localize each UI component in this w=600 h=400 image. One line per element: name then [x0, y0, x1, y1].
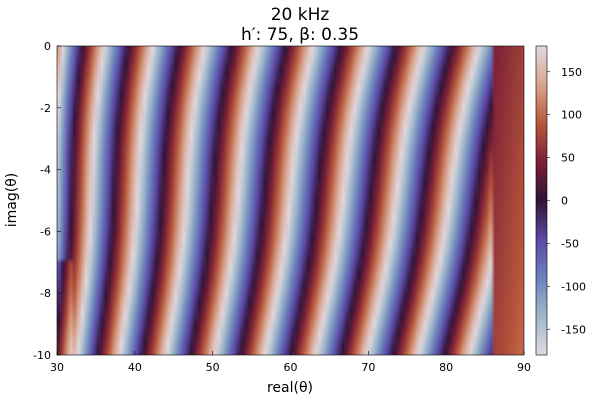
- colorbar-tick-label: -50: [561, 237, 579, 250]
- y-tick-label: -2: [40, 102, 51, 115]
- chart-title: 20 kHz: [271, 5, 330, 25]
- y-tick-label: 0: [44, 40, 51, 53]
- colorbar-tick-label: 50: [561, 152, 575, 165]
- colorbar-tick-label: 150: [561, 66, 582, 79]
- x-tick-label: 50: [206, 361, 220, 374]
- y-tick-label: -10: [33, 349, 51, 362]
- chart-subtitle: h′: 75, β: 0.35: [241, 25, 359, 45]
- x-tick-label: 70: [361, 361, 375, 374]
- y-tick-label: -6: [40, 225, 51, 238]
- colorbar: 150 100 50 0 -50 -100 -150: [535, 45, 586, 356]
- x-tick-label: 40: [128, 361, 142, 374]
- x-tick-label: 60: [284, 361, 298, 374]
- plot-area: [56, 45, 525, 356]
- colorbar-gradient: [536, 46, 547, 355]
- x-axis: 30 40 50 60 70 80 90: [50, 351, 531, 374]
- colorbar-tick-label: -100: [561, 280, 586, 293]
- x-tick-label: 80: [439, 361, 453, 374]
- colorbar-tick-label: 100: [561, 109, 582, 122]
- x-tick-label: 30: [50, 361, 64, 374]
- y-tick-label: -8: [40, 287, 51, 300]
- heatmap-image: [57, 46, 524, 355]
- x-axis-label: real(θ): [267, 380, 313, 396]
- colorbar-tick-label: -150: [561, 323, 586, 336]
- y-tick-label: -4: [40, 164, 51, 177]
- colorbar-ticks: 150 100 50 0 -50 -100 -150: [547, 66, 586, 336]
- x-tick-label: 90: [517, 361, 531, 374]
- y-axis: 0 -2 -4 -6 -8 -10: [33, 40, 61, 362]
- y-axis-label: imag(θ): [4, 173, 20, 227]
- colorbar-tick-label: 0: [561, 195, 568, 208]
